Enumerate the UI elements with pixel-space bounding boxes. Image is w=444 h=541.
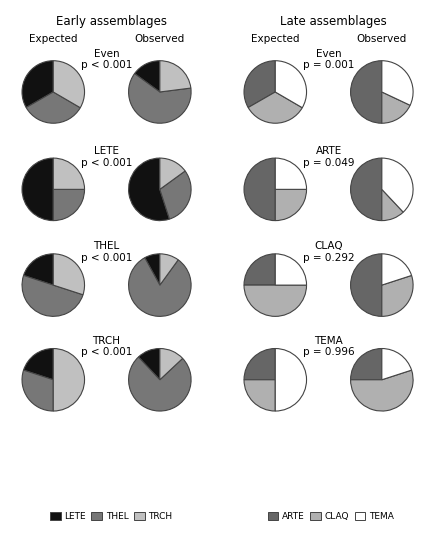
Wedge shape <box>160 158 185 189</box>
Wedge shape <box>382 348 412 380</box>
Wedge shape <box>160 254 178 285</box>
Wedge shape <box>351 158 382 221</box>
Wedge shape <box>382 92 410 123</box>
Legend: LETE, THEL, TRCH: LETE, THEL, TRCH <box>46 509 176 525</box>
Wedge shape <box>244 285 306 316</box>
Text: LETE: LETE <box>94 147 119 156</box>
Text: p < 0.001: p < 0.001 <box>81 253 132 262</box>
Text: Even: Even <box>94 49 119 59</box>
Text: p < 0.001: p < 0.001 <box>81 61 132 70</box>
Wedge shape <box>53 254 84 295</box>
Text: Expected: Expected <box>251 34 300 44</box>
Text: THEL: THEL <box>93 241 120 251</box>
Text: Observed: Observed <box>357 34 407 44</box>
Wedge shape <box>22 61 53 108</box>
Wedge shape <box>160 171 191 219</box>
Text: p = 0.996: p = 0.996 <box>303 347 354 357</box>
Text: Observed: Observed <box>135 34 185 44</box>
Wedge shape <box>351 61 382 123</box>
Wedge shape <box>382 254 412 285</box>
Text: p = 0.292: p = 0.292 <box>303 253 354 262</box>
Wedge shape <box>24 348 53 380</box>
Text: Late assemblages: Late assemblages <box>280 15 386 28</box>
Wedge shape <box>53 61 84 108</box>
Wedge shape <box>24 254 53 285</box>
Wedge shape <box>382 189 403 221</box>
Wedge shape <box>275 189 306 221</box>
Wedge shape <box>244 61 275 108</box>
Wedge shape <box>22 275 83 316</box>
Wedge shape <box>244 380 275 411</box>
Wedge shape <box>382 61 413 105</box>
Text: p < 0.001: p < 0.001 <box>81 158 132 168</box>
Text: TEMA: TEMA <box>314 336 343 346</box>
Wedge shape <box>275 158 306 189</box>
Text: ARTE: ARTE <box>315 147 342 156</box>
Wedge shape <box>129 357 191 411</box>
Wedge shape <box>53 348 84 411</box>
Text: CLAQ: CLAQ <box>314 241 343 251</box>
Wedge shape <box>382 275 413 316</box>
Wedge shape <box>53 189 84 221</box>
Wedge shape <box>129 258 191 316</box>
Text: Even: Even <box>316 49 341 59</box>
Text: p = 0.001: p = 0.001 <box>303 61 354 70</box>
Wedge shape <box>351 348 382 380</box>
Text: TRCH: TRCH <box>92 336 121 346</box>
Wedge shape <box>275 348 306 411</box>
Wedge shape <box>129 158 170 221</box>
Text: Early assemblages: Early assemblages <box>56 15 166 28</box>
Legend: ARTE, CLAQ, TEMA: ARTE, CLAQ, TEMA <box>264 509 397 525</box>
Wedge shape <box>244 254 275 285</box>
Wedge shape <box>160 61 191 92</box>
Wedge shape <box>244 348 275 380</box>
Wedge shape <box>26 92 80 123</box>
Wedge shape <box>248 92 302 123</box>
Text: p < 0.001: p < 0.001 <box>81 347 132 357</box>
Wedge shape <box>145 254 160 285</box>
Wedge shape <box>22 370 53 411</box>
Wedge shape <box>135 61 160 92</box>
Wedge shape <box>382 158 413 212</box>
Wedge shape <box>53 158 84 189</box>
Wedge shape <box>351 370 413 411</box>
Wedge shape <box>275 61 306 108</box>
Wedge shape <box>160 348 182 380</box>
Wedge shape <box>351 254 382 316</box>
Text: Expected: Expected <box>29 34 78 44</box>
Wedge shape <box>22 158 53 221</box>
Text: p = 0.049: p = 0.049 <box>303 158 354 168</box>
Wedge shape <box>244 158 275 221</box>
Wedge shape <box>139 348 160 380</box>
Wedge shape <box>275 254 306 285</box>
Wedge shape <box>129 74 191 123</box>
